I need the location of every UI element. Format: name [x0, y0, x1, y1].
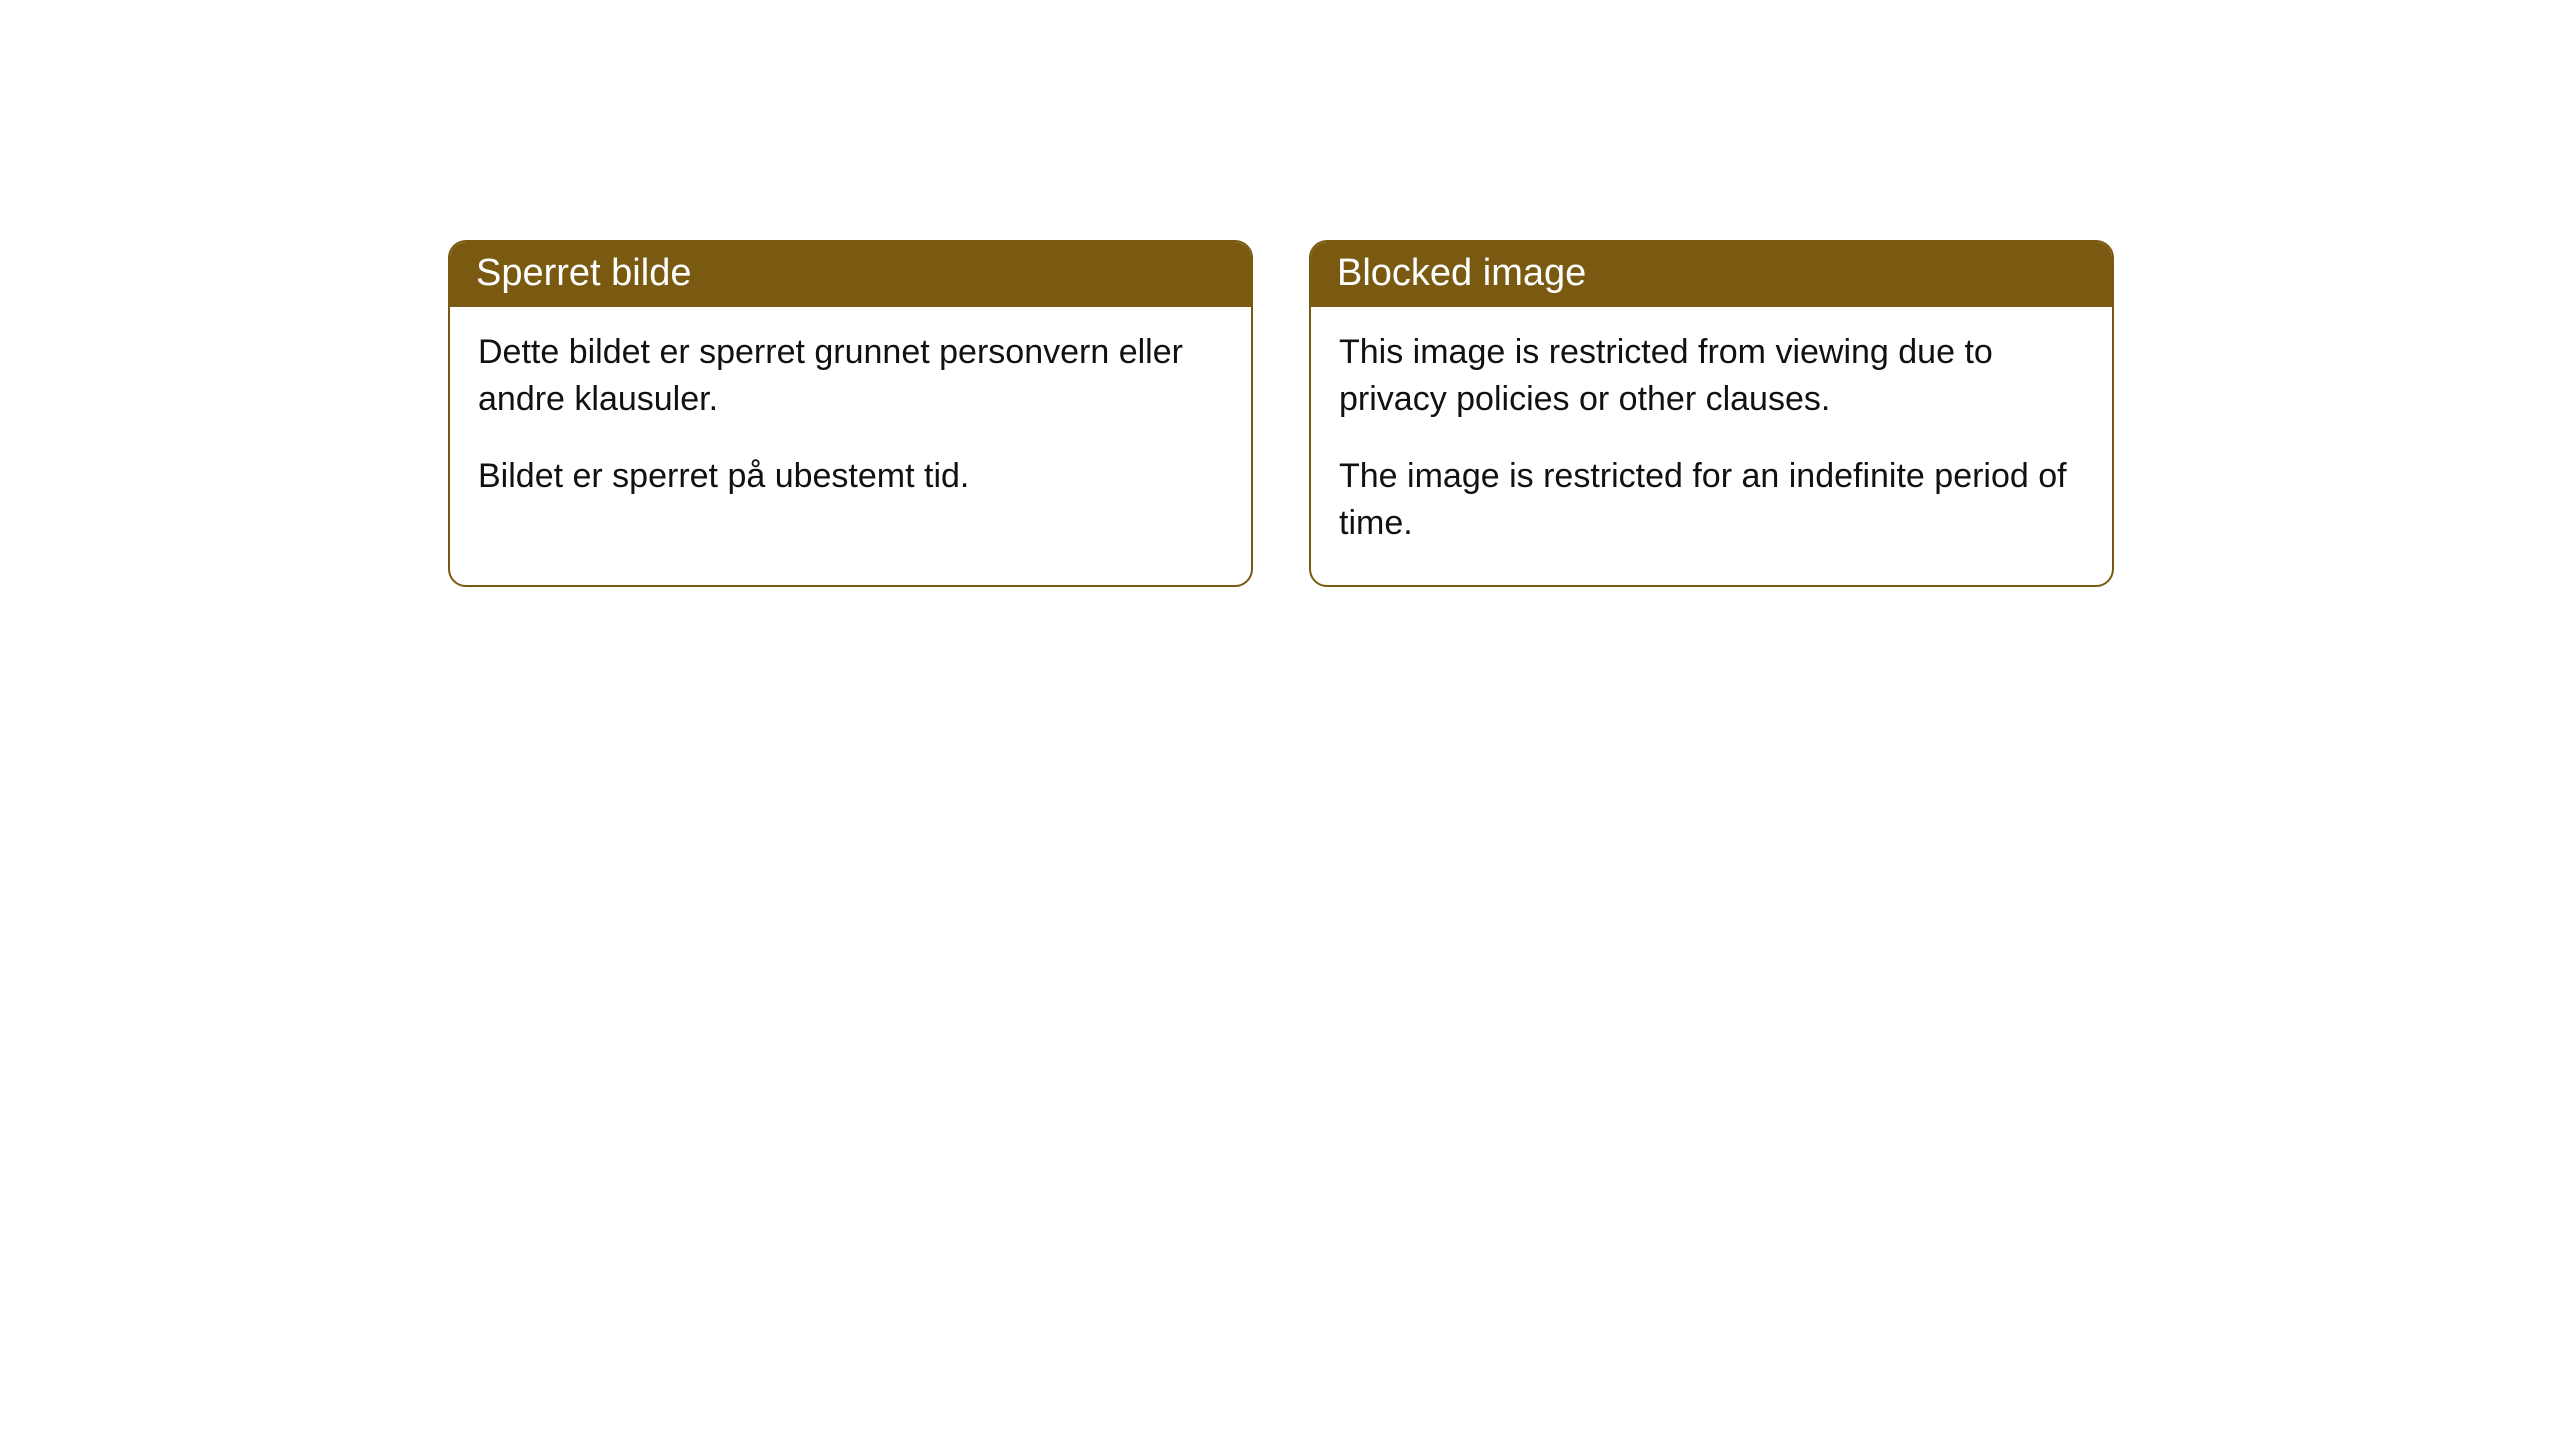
notice-paragraph-2: Bildet er sperret på ubestemt tid. [478, 453, 1223, 500]
notice-paragraph-1: Dette bildet er sperret grunnet personve… [478, 329, 1223, 423]
notice-card-norwegian: Sperret bilde Dette bildet er sperret gr… [448, 240, 1253, 587]
notice-header: Blocked image [1311, 242, 2112, 307]
notice-body: This image is restricted from viewing du… [1311, 307, 2112, 585]
notice-body: Dette bildet er sperret grunnet personve… [450, 307, 1251, 538]
notice-paragraph-2: The image is restricted for an indefinit… [1339, 453, 2084, 547]
notice-card-english: Blocked image This image is restricted f… [1309, 240, 2114, 587]
notice-title: Sperret bilde [476, 252, 691, 294]
notice-header: Sperret bilde [450, 242, 1251, 307]
notice-container: Sperret bilde Dette bildet er sperret gr… [0, 0, 2560, 587]
notice-paragraph-1: This image is restricted from viewing du… [1339, 329, 2084, 423]
notice-title: Blocked image [1337, 252, 1586, 294]
